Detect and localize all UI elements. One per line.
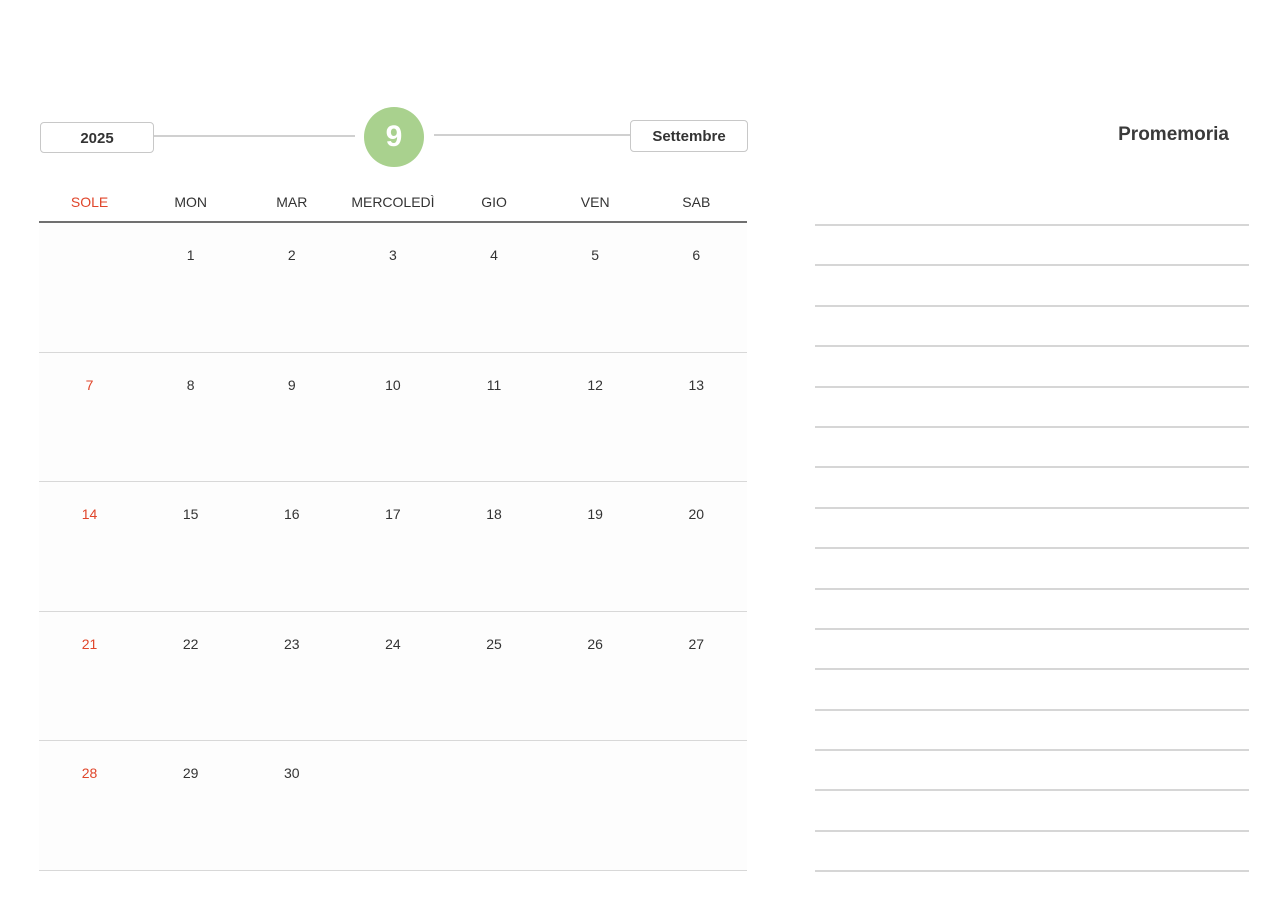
- note-line: [815, 668, 1249, 671]
- notes-title: Promemoria: [1118, 124, 1229, 145]
- day-cell: 30: [284, 765, 300, 782]
- note-line: [815, 506, 1249, 509]
- month-name-box: Settembre: [630, 120, 748, 152]
- calendar-grid: 1 2 3 4 5 6 7 8 9 10 11 12 13 14 15 16 17 18 19 20 21 22 23 24 2…: [39, 223, 747, 871]
- week-row: 28 29 30: [39, 741, 747, 871]
- note-line: [815, 304, 1249, 307]
- day-cell: 18: [486, 506, 502, 523]
- week-row: 1 2 3 4 5 6: [39, 223, 747, 353]
- note-line: [815, 547, 1249, 550]
- week-row: 21 22 23 24 25 26 27: [39, 611, 747, 742]
- weekday-header: SOLE MON MAR MERCOLEDÌ GIO VEN SAB: [39, 194, 747, 210]
- notes-lines: [815, 224, 1249, 911]
- day-cell: [646, 741, 747, 870]
- day-cell: [342, 741, 443, 870]
- weekday-label: SAB: [682, 194, 711, 210]
- day-cell: 21: [81, 635, 98, 652]
- day-cell: 4: [490, 247, 498, 263]
- note-line: [815, 870, 1249, 873]
- week-row: 14 15 16 17 18 19 20: [39, 482, 747, 612]
- day-cell: 25: [486, 635, 502, 652]
- day-cell: 14: [81, 506, 98, 523]
- day-cell: [39, 223, 140, 352]
- day-cell: 2: [287, 247, 296, 263]
- connector-line: [434, 134, 630, 136]
- weekday-label: MON: [174, 194, 208, 210]
- day-cell: 29: [182, 765, 199, 782]
- note-line: [815, 345, 1249, 348]
- day-cell: 24: [385, 635, 401, 652]
- day-cell: 17: [385, 506, 401, 523]
- day-cell: [545, 741, 646, 870]
- note-line: [815, 789, 1249, 792]
- year-box: 2025: [40, 122, 154, 153]
- day-cell: 26: [587, 635, 603, 652]
- day-cell: 9: [287, 376, 296, 393]
- day-cell: 16: [284, 506, 300, 523]
- note-line: [815, 224, 1249, 226]
- day-cell: 15: [182, 506, 199, 523]
- note-line: [815, 385, 1249, 388]
- weekday-label: MAR: [276, 194, 308, 210]
- weekday-label: MERCOLEDÌ: [351, 194, 435, 210]
- header-divider: [39, 221, 747, 223]
- connector-line: [154, 135, 355, 137]
- day-cell: 11: [486, 376, 502, 393]
- day-cell: 8: [186, 376, 195, 393]
- note-line: [815, 425, 1249, 428]
- day-cell: 27: [688, 635, 705, 652]
- weekday-label: VEN: [580, 194, 610, 210]
- note-line: [815, 708, 1249, 711]
- day-cell: 22: [182, 635, 199, 652]
- note-line: [815, 587, 1249, 590]
- note-line: [815, 627, 1249, 630]
- day-cell: 3: [389, 247, 397, 263]
- day-cell: 20: [688, 506, 705, 523]
- day-cell: 19: [587, 506, 603, 523]
- day-cell: 13: [688, 376, 705, 393]
- day-cell: 1: [186, 247, 195, 263]
- day-cell: 23: [284, 635, 300, 652]
- note-line: [815, 829, 1249, 832]
- day-cell: 6: [692, 247, 701, 263]
- day-cell: [444, 741, 545, 870]
- note-line: [815, 466, 1249, 469]
- day-cell: 5: [591, 247, 600, 263]
- weekday-label: SOLE: [70, 194, 109, 210]
- month-number-badge: 9: [364, 107, 424, 167]
- note-line: [815, 264, 1249, 267]
- note-line: [815, 749, 1249, 752]
- week-row: 7 8 9 10 11 12 13: [39, 352, 747, 483]
- day-cell: 7: [85, 376, 94, 393]
- day-cell: 28: [81, 765, 98, 782]
- day-cell: 12: [587, 376, 603, 393]
- day-cell: 10: [385, 376, 401, 393]
- weekday-label: GIO: [481, 194, 507, 210]
